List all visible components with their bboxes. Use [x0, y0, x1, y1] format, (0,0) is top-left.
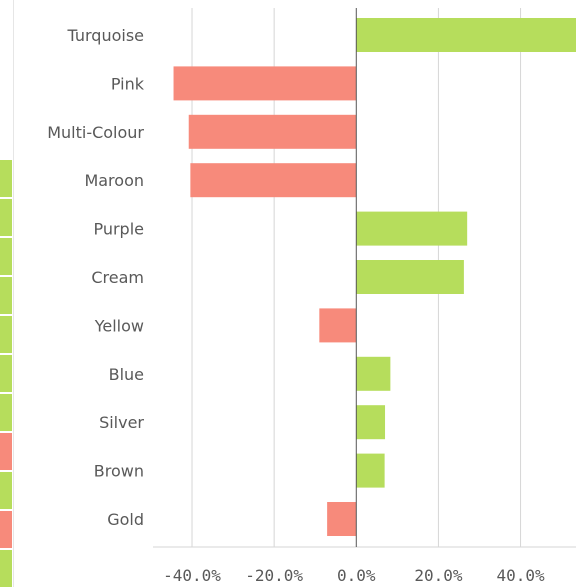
x-axis-tick-labels: -40.0% -20.0% 0.0% 20.0% 40.0% — [163, 566, 545, 585]
left-strip-cell — [0, 394, 12, 431]
left-strip-cell — [0, 160, 12, 197]
bar-yellow[interactable] — [319, 308, 357, 343]
bar-turquoise[interactable] — [356, 18, 576, 52]
category-label: Silver — [99, 413, 144, 432]
category-label: Pink — [111, 74, 145, 93]
left-strip-cell — [0, 511, 12, 548]
bar-gold[interactable] — [327, 502, 357, 536]
bar-brown[interactable] — [356, 453, 385, 488]
left-strip-cell — [0, 550, 12, 587]
bar-purple[interactable] — [356, 211, 468, 246]
category-label: Blue — [109, 365, 144, 384]
left-strip-border — [13, 0, 14, 587]
left-strip-cell — [0, 238, 12, 275]
bars — [173, 18, 576, 536]
x-tick-label: 40.0% — [496, 566, 545, 585]
category-label: Gold — [107, 510, 144, 529]
left-strip-cell — [0, 199, 12, 236]
category-labels: Turquoise Pink Multi-Colour Maroon Purple Cre… — [47, 26, 145, 529]
x-tick-label: -40.0% — [163, 566, 221, 585]
left-strip-cell — [0, 4, 12, 41]
bar-multi-colour[interactable] — [188, 114, 357, 149]
left-strip-cell — [0, 355, 12, 392]
bar-pink[interactable] — [173, 66, 357, 101]
left-strip-cell — [0, 277, 12, 314]
category-label: Yellow — [94, 316, 144, 335]
category-label: Brown — [94, 462, 144, 481]
left-strip-cell — [0, 472, 12, 509]
category-label: Maroon — [84, 171, 144, 190]
left-strip-cell — [0, 82, 12, 119]
left-color-strip — [0, 0, 14, 587]
left-strip-cell — [0, 433, 12, 470]
x-tick-label: 0.0% — [337, 566, 376, 585]
x-tick-label: 20.0% — [414, 566, 463, 585]
category-label: Cream — [91, 268, 144, 287]
x-tick-label: -20.0% — [245, 566, 303, 585]
category-label: Purple — [93, 220, 144, 239]
bar-blue[interactable] — [356, 356, 391, 391]
bar-maroon[interactable] — [190, 163, 357, 198]
left-strip-cell — [0, 316, 12, 353]
left-strip-cell — [0, 121, 12, 158]
category-label: Multi-Colour — [47, 123, 144, 142]
bar-cream[interactable] — [356, 260, 464, 294]
category-label: Turquoise — [67, 26, 145, 45]
left-strip-cell — [0, 43, 12, 80]
bar-silver[interactable] — [356, 405, 386, 440]
